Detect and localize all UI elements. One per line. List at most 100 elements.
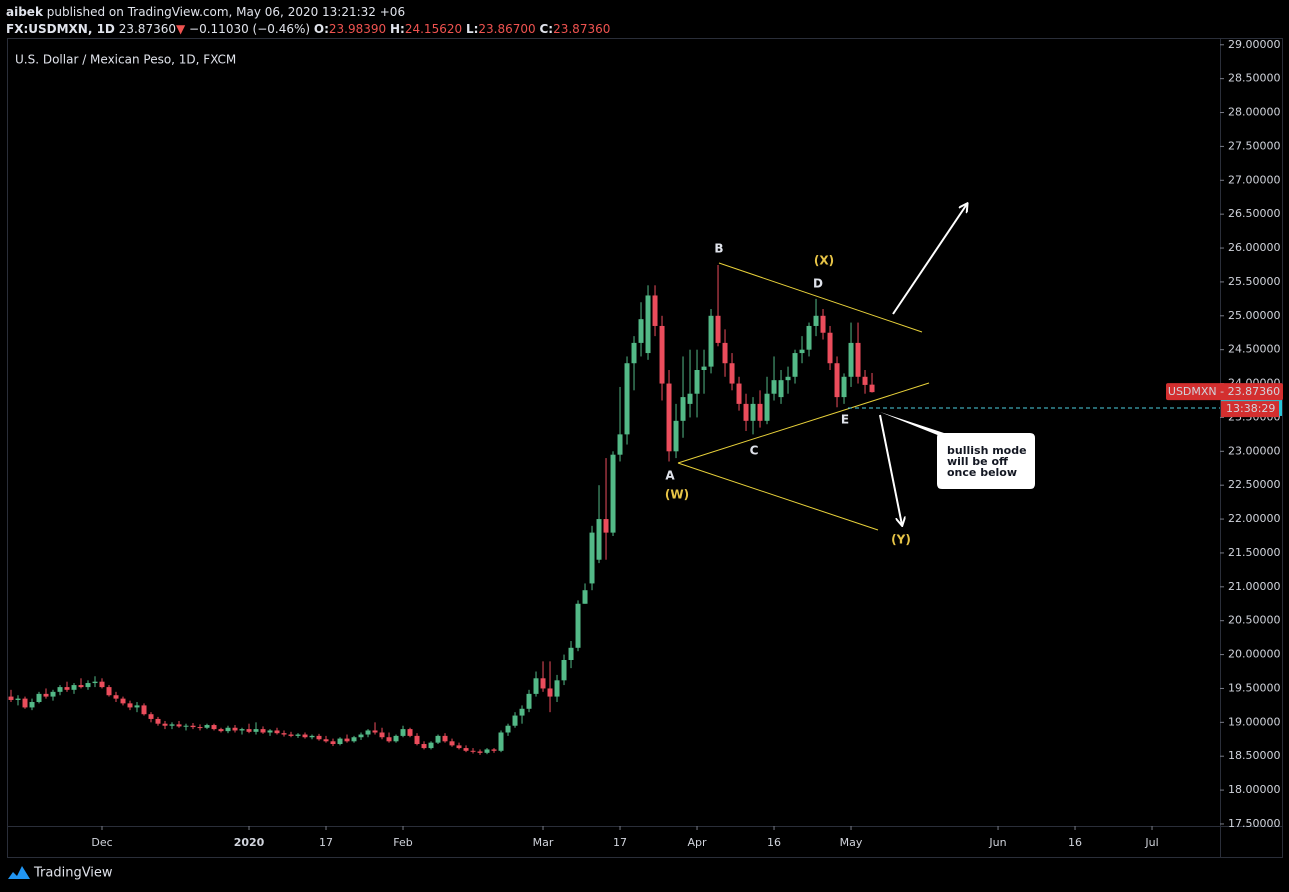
candle-body <box>435 735 441 743</box>
candle-body <box>736 383 742 404</box>
candle-body <box>358 734 364 738</box>
y-tick-label: 21.50000 <box>1228 546 1281 559</box>
down-arrow: ▼ <box>176 22 186 36</box>
x-tick-label: Mar <box>533 836 554 849</box>
y-tick-label: 29.00000 <box>1228 38 1281 51</box>
candle-body <box>197 727 203 729</box>
candle-body <box>64 687 70 690</box>
candle-body <box>239 729 245 731</box>
candle-body <box>316 735 322 740</box>
candle-body <box>288 734 294 736</box>
candle-body <box>386 737 392 742</box>
upper-trendline <box>718 262 923 333</box>
x-tick-label: Dec <box>91 836 112 849</box>
candle-body <box>393 735 399 742</box>
candle-body <box>792 353 798 377</box>
candle-body <box>477 751 483 753</box>
candle-body <box>610 454 616 533</box>
candle-body <box>582 590 588 604</box>
candle-body <box>561 659 567 681</box>
candle-body <box>722 342 728 364</box>
candle-body <box>365 730 371 735</box>
candle-body <box>505 725 511 733</box>
candle-body <box>36 693 42 703</box>
y-tick-label: 27.50000 <box>1228 139 1281 152</box>
candle-body <box>323 739 329 742</box>
candle-body <box>134 705 140 708</box>
candle-body <box>274 730 280 734</box>
candle-body <box>211 725 217 730</box>
candle-body <box>743 403 749 421</box>
candle-body <box>659 325 665 384</box>
high: 24.15620 <box>405 22 462 36</box>
candle-body <box>778 380 784 398</box>
candle-body <box>603 519 609 533</box>
candle-body <box>869 384 875 393</box>
y-tick-label: 18.50000 <box>1228 749 1281 762</box>
candle-body <box>652 295 658 326</box>
x-tick-label: Apr <box>688 836 708 849</box>
y-tick-label: 25.50000 <box>1228 275 1281 288</box>
candle-body <box>253 729 259 732</box>
y-tick-label: 28.50000 <box>1228 72 1281 85</box>
candle-body <box>204 725 210 728</box>
chart-frame <box>7 38 1283 858</box>
close: 23.87360 <box>553 22 610 36</box>
candle-body <box>512 715 518 726</box>
x-tick-label: 2020 <box>234 836 265 849</box>
candle-body <box>246 729 252 732</box>
candle-body <box>351 737 357 742</box>
x-tick-label: Jul <box>1144 836 1158 849</box>
candle-body <box>799 349 805 354</box>
x-tick-label: 16 <box>767 836 781 849</box>
candle-body <box>673 420 679 452</box>
candle-body <box>92 681 98 684</box>
y-tick-label: 28.00000 <box>1228 106 1281 119</box>
candle-body <box>309 735 315 738</box>
candle-body <box>491 749 497 751</box>
y-tick-label: 24.50000 <box>1228 343 1281 356</box>
candle-body <box>694 370 700 394</box>
candle-body <box>855 342 861 377</box>
chart-title: U.S. Dollar / Mexican Peso, 1D, FXCM <box>15 53 236 67</box>
last: 23.87360 <box>119 22 176 36</box>
wave-label: B <box>714 242 723 256</box>
candle-body <box>820 315 826 333</box>
candle-body <box>106 687 112 696</box>
candle-body <box>372 730 378 733</box>
candle-body <box>414 735 420 745</box>
x-tick-label: 17 <box>613 836 627 849</box>
candle-body <box>456 745 462 749</box>
candle-body <box>141 705 147 715</box>
candle-body <box>183 725 189 727</box>
callout <box>880 412 1035 489</box>
candle-body <box>771 380 777 394</box>
candle-body <box>554 680 560 697</box>
candle-body <box>715 315 721 343</box>
x-tick-label: May <box>840 836 863 849</box>
y-tick-label: 26.00000 <box>1228 241 1281 254</box>
y-tick-label: 19.00000 <box>1228 715 1281 728</box>
candle-body <box>267 730 273 733</box>
note-line: will be off <box>947 455 1008 468</box>
high-label: H: <box>390 22 405 36</box>
candle-body <box>631 342 637 364</box>
down-arrow-drawing <box>879 414 902 525</box>
candle-body <box>218 729 224 732</box>
candle-body <box>50 691 56 697</box>
x-tick-label: 17 <box>319 836 333 849</box>
candle-body <box>757 403 763 421</box>
candle-body <box>29 702 35 708</box>
candle-body <box>8 696 14 700</box>
candle-body <box>862 376 868 385</box>
y-tick-label: 17.50000 <box>1228 817 1281 830</box>
wave-label: (Y) <box>891 533 911 547</box>
candle-body <box>666 383 672 452</box>
candle-body <box>498 732 504 751</box>
ohlc-line: FX:USDMXN, 1D 23.87360▼ −0.11030 (−0.46%… <box>6 22 610 36</box>
candle-body <box>645 295 651 354</box>
candle-body <box>99 681 105 688</box>
candle-body <box>785 376 791 381</box>
candle-body <box>120 698 126 704</box>
drawings: bullish mode will be off once below B (X… <box>665 204 1035 547</box>
